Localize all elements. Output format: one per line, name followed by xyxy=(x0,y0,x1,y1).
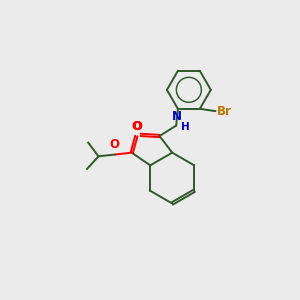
Text: H: H xyxy=(181,122,189,132)
Text: N: N xyxy=(172,110,182,123)
Text: O: O xyxy=(133,120,143,133)
Text: Br: Br xyxy=(217,105,232,118)
Text: O: O xyxy=(131,120,141,133)
Text: O: O xyxy=(109,138,119,151)
